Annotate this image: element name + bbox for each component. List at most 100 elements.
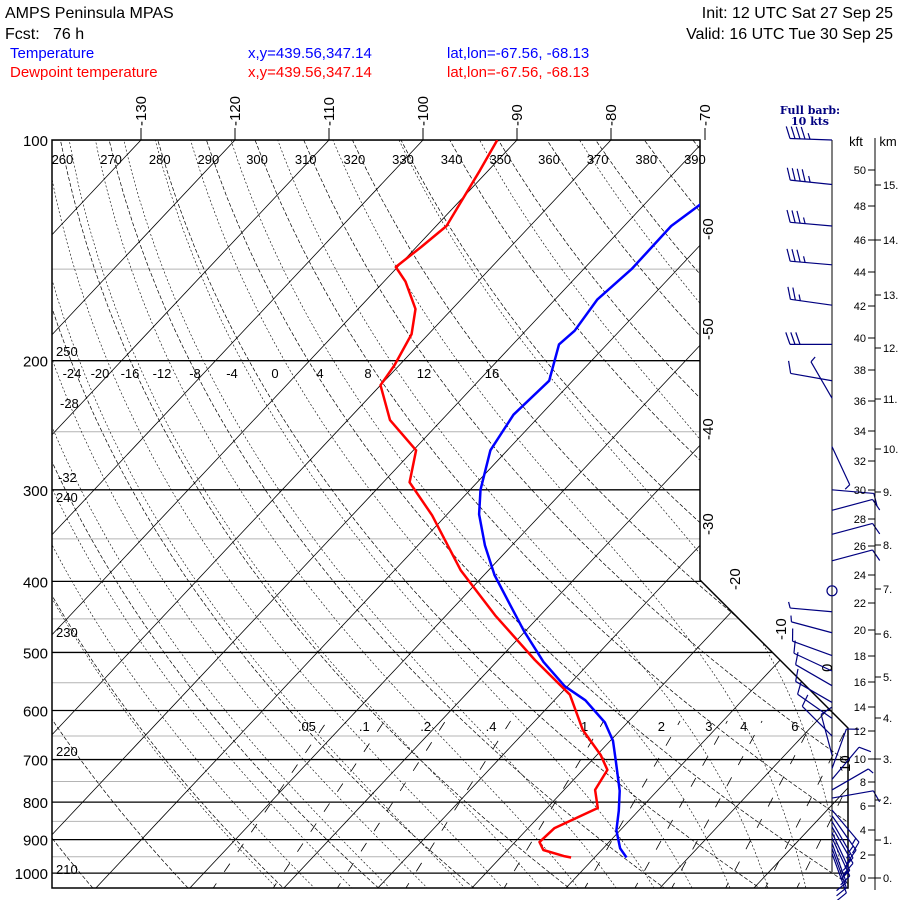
kft-tick-label: 24	[854, 570, 866, 582]
barb-staff	[795, 680, 833, 703]
barb-half	[810, 356, 816, 363]
barb-staff	[790, 179, 833, 186]
legend-latlon: lat,lon=-67.56, -68.13	[447, 64, 589, 81]
mixing-ratio-line	[501, 720, 605, 888]
mixing-ratio-label: 4	[740, 719, 747, 734]
moist-adiabat-label: -8	[189, 366, 201, 381]
dry-adiabat-label: 300	[246, 152, 268, 167]
mixing-ratio-line	[270, 720, 385, 888]
legend-label: Dewpoint temperature	[10, 64, 158, 81]
kft-tick-label: 20	[854, 625, 866, 637]
mixing-ratio-label: 1	[581, 719, 588, 734]
barb-staff	[831, 842, 847, 883]
legend-xy: x,y=439.56,347.14	[248, 45, 372, 62]
dry-adiabat-label: 210	[56, 862, 78, 877]
isotherm	[52, 140, 361, 888]
wind-barb	[831, 498, 881, 511]
isotherm-label: -10	[773, 618, 790, 640]
barb-half	[845, 858, 851, 865]
pressure-tick-label: 200	[23, 354, 48, 371]
moist-adiabat-label: -32	[58, 470, 77, 485]
kft-axis-title: kft	[849, 134, 863, 149]
dry-adiabat	[195, 140, 848, 888]
wind-barb	[831, 728, 860, 769]
barb-staff	[831, 498, 873, 511]
kft-tick-label: 10	[854, 754, 866, 766]
barb-full	[820, 706, 832, 715]
kft-tick-label: 0	[860, 873, 866, 885]
isotherm-label: -130	[133, 96, 150, 126]
pressure-tick-label: 800	[23, 795, 48, 812]
barb-half	[808, 175, 811, 183]
barb-staff	[831, 809, 860, 843]
mixing-ratio-line	[210, 720, 328, 888]
barb-full	[800, 126, 806, 140]
isotherm-label: 0	[819, 664, 836, 672]
pressure-tick-label: 1000	[15, 866, 48, 883]
dry-adiabat-label: 220	[56, 744, 78, 759]
isotherm-label: -120	[227, 96, 244, 126]
isotherm-label: -60	[700, 218, 717, 240]
moist-adiabat-label: -28	[60, 396, 79, 411]
isotherm	[52, 140, 455, 888]
barb-full	[786, 248, 791, 262]
legend-latlon: lat,lon=-67.56, -68.13	[447, 45, 589, 62]
isotherm-label: -30	[700, 513, 717, 535]
wind-barb	[831, 768, 874, 791]
pressure-tick-label: 600	[23, 703, 48, 720]
barb-full	[801, 694, 809, 707]
kft-tick-label: 4	[860, 825, 866, 837]
kft-tick-label: 28	[854, 514, 866, 526]
km-tick-label: 13.	[883, 290, 898, 302]
barb-half	[802, 256, 806, 263]
kft-tick-label: 14	[854, 702, 866, 714]
wind-barb	[831, 746, 872, 780]
barb-half	[849, 845, 854, 852]
moist-adiabat	[332, 140, 808, 888]
dry-adiabat	[431, 140, 848, 888]
isotherm	[833, 140, 848, 888]
kft-tick-label: 38	[854, 365, 866, 377]
moist-adiabat	[52, 140, 319, 888]
kft-tick-label: 30	[854, 485, 866, 497]
barb-full	[792, 287, 796, 301]
kft-tick-label: 42	[854, 301, 866, 313]
barb-full	[795, 126, 801, 140]
wind-barb	[795, 652, 833, 687]
plot-border	[51, 139, 849, 889]
barb-full	[790, 332, 796, 345]
barb-full	[858, 746, 872, 753]
dry-adiabat-label: 260	[52, 152, 74, 167]
barb-staff	[795, 664, 833, 687]
barb-full	[872, 499, 881, 511]
moist-adiabat	[704, 140, 848, 888]
dry-adiabat-label: 330	[392, 152, 414, 167]
kft-tick-label: 46	[854, 235, 866, 247]
moist-adiabat-label: -4	[226, 366, 238, 381]
pressure-tick-label: 100	[23, 133, 48, 150]
sounding-profiles	[379, 140, 757, 859]
wind-barb	[831, 549, 881, 562]
dry-adiabat	[101, 140, 670, 888]
barb-half	[802, 217, 806, 224]
barb-half	[807, 132, 811, 140]
barb-full	[786, 209, 791, 223]
barb-staff	[797, 693, 833, 719]
barb-full	[786, 167, 791, 181]
dewpoint-line	[379, 140, 609, 859]
isotherm	[269, 140, 848, 888]
barb-full	[793, 640, 796, 654]
wind-barb	[786, 248, 833, 266]
wind-barb	[785, 126, 833, 141]
kft-tick-label: 44	[854, 267, 866, 279]
barb-staff	[790, 298, 833, 306]
init-time: Init: 12 UTC Sat 27 Sep 25	[702, 5, 893, 22]
kft-tick-label: 8	[860, 777, 866, 789]
barb-full	[790, 126, 796, 139]
mixing-ratio-line	[723, 720, 814, 888]
isotherm	[52, 140, 549, 888]
barb-full	[872, 523, 881, 535]
wind-barb	[795, 668, 833, 703]
